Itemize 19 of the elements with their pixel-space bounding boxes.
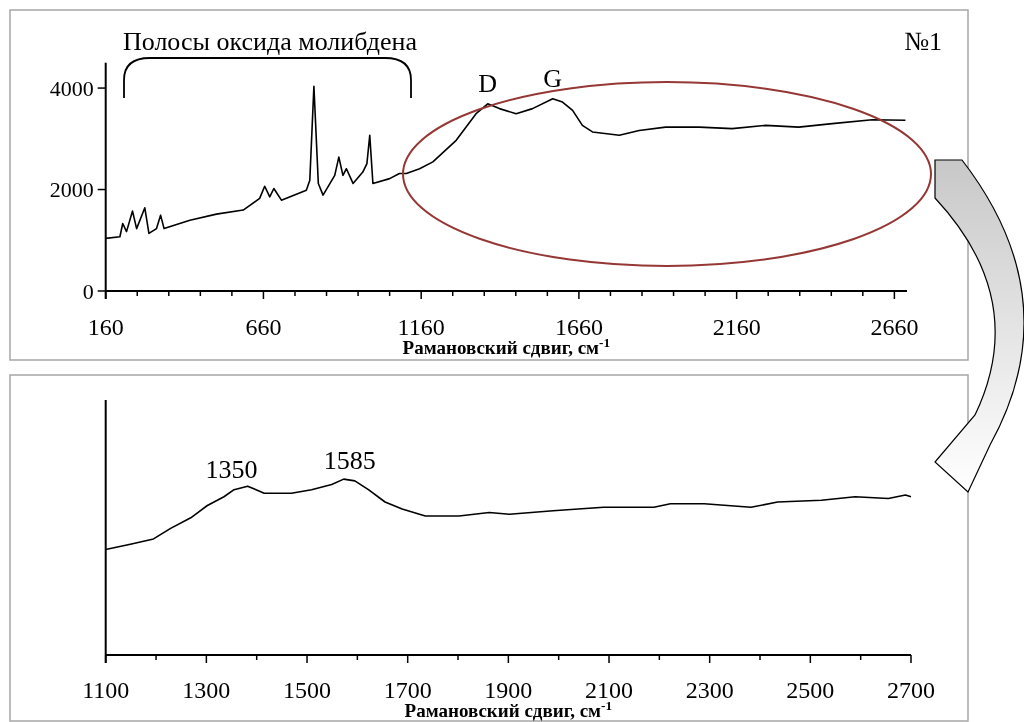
x-tick-label: 2700 <box>887 677 935 703</box>
y-tick-label: 2000 <box>49 177 94 203</box>
y-tick-label: 4000 <box>49 75 94 101</box>
annotation: G <box>543 63 563 93</box>
x-tick-label: 2660 <box>870 314 919 340</box>
text: Полосы оксида молибдена <box>122 27 418 56</box>
x-tick-label: 1100 <box>82 677 130 703</box>
text: №1 <box>904 27 942 56</box>
x-tick-label: 2160 <box>712 314 761 340</box>
x-tick-label: 660 <box>245 314 282 340</box>
x-tick-label: 1500 <box>283 677 332 703</box>
y-tick-label: 0 <box>82 278 94 304</box>
x-tick-label: 1300 <box>182 677 231 703</box>
annotation: D <box>478 68 498 98</box>
annotation: 1585 <box>323 445 376 475</box>
x-tick-label: 160 <box>87 314 124 340</box>
x-tick-label: 2500 <box>786 677 835 703</box>
x-tick-label: 2300 <box>685 677 734 703</box>
annotation: 1350 <box>205 454 258 484</box>
